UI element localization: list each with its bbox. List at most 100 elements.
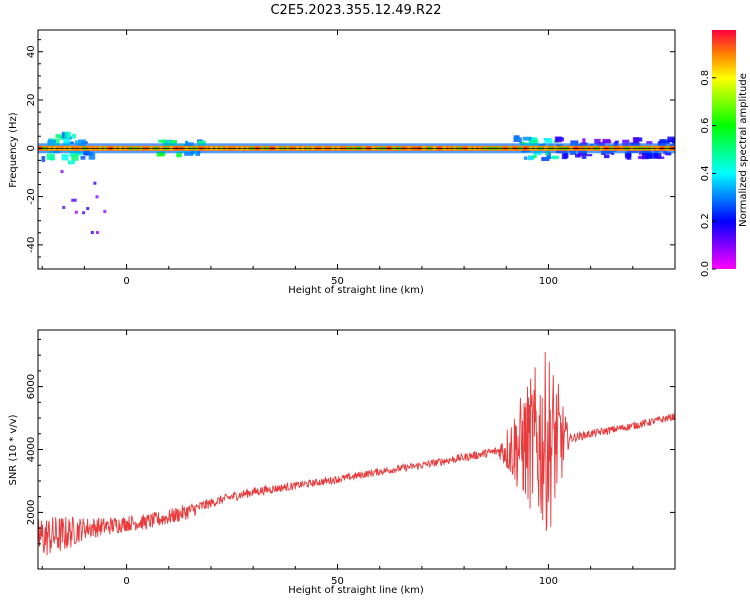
spectrogram-chart: 0 50 100 -40 -20 0 20 40 Height of straight li… xyxy=(8,29,676,296)
spectrogram-cell xyxy=(528,155,534,161)
y-tick-label: 20 xyxy=(26,94,37,107)
spectrogram-cell xyxy=(74,210,78,214)
spectrogram-cell xyxy=(570,140,579,146)
spectrogram-cell xyxy=(657,156,665,159)
x-tick-label: 0 xyxy=(123,276,129,287)
spectrogram-cell xyxy=(581,152,587,159)
spectrogram-cell xyxy=(641,151,646,158)
spectrogram-cell xyxy=(74,140,80,145)
spectrogram-cell xyxy=(93,181,97,185)
colorbar-tick-label: 0.0 xyxy=(700,261,711,277)
spectrogram-cell xyxy=(551,155,559,160)
spectrogram-cell xyxy=(68,136,72,140)
x-tick-label: 100 xyxy=(539,276,558,287)
colorbar-tick-label: 0.6 xyxy=(700,118,711,134)
spectrogram-cell xyxy=(156,151,165,157)
spectrogram-cell xyxy=(514,135,518,140)
spectrogram-cell xyxy=(614,140,619,143)
spectrogram-cell xyxy=(602,140,612,144)
spectrogram-cell xyxy=(51,157,55,161)
spectrogram-cell xyxy=(55,134,61,139)
spectrogram-cell xyxy=(603,154,610,159)
spectrogram-cell xyxy=(523,156,528,160)
colorbar-label: Normalized spectral amplitude xyxy=(738,73,749,227)
spectrogram-cell xyxy=(577,152,584,157)
spectrogram-cell xyxy=(95,195,99,199)
spectrogram-cell xyxy=(82,211,86,215)
spectrogram-cell xyxy=(582,138,586,145)
spectrogram-cell xyxy=(61,154,69,161)
spectrogram-cell xyxy=(667,136,675,143)
spectrogram-cell xyxy=(73,198,77,202)
x-tick-label: 50 xyxy=(331,576,344,587)
y-tick-label: -20 xyxy=(26,188,37,204)
x-tick-label: 50 xyxy=(331,276,344,287)
snr-series-line xyxy=(38,352,675,556)
spectrogram-cell xyxy=(71,198,75,202)
snr-y-label: SNR (10 * v/v) xyxy=(8,414,19,485)
spectrogram-cell xyxy=(532,155,537,159)
spectrogram-cell xyxy=(546,152,551,160)
spectrogram-cell xyxy=(86,207,90,211)
colorbar: 0.0 0.2 0.4 0.6 0.8 Normalized spectral ampl… xyxy=(700,30,749,277)
spectrogram-cell xyxy=(71,154,79,161)
spectrogram-cell xyxy=(636,137,643,142)
spectrogram-cell xyxy=(41,156,46,162)
colorbar-ticks: 0.0 0.2 0.4 0.6 0.8 xyxy=(700,70,716,277)
spectrogram-cell xyxy=(67,160,75,165)
spectrogram-cell xyxy=(48,138,54,141)
colorbar-gradient xyxy=(712,30,736,269)
colorbar-tick-label: 0.4 xyxy=(700,165,711,181)
spectrogram-cell xyxy=(645,152,653,159)
spectrogram-cell xyxy=(575,153,581,158)
x-tick-label: 0 xyxy=(123,576,129,587)
spectrogram-cell xyxy=(522,136,532,141)
spectrogram-cell xyxy=(90,230,94,234)
spectrogram-cell xyxy=(184,151,194,156)
spectrogram-cell xyxy=(519,137,523,144)
y-tick-label: 2000 xyxy=(26,500,37,525)
spectrogram-cell xyxy=(78,139,87,147)
colorbar-tick-label: 0.8 xyxy=(700,70,711,86)
spectrogram-cell xyxy=(95,231,99,235)
spectrogram-cell xyxy=(646,141,653,145)
spectrogram-y-label: Frequency (Hz) xyxy=(8,112,19,188)
y-tick-label: 6000 xyxy=(26,374,37,399)
spectrogram-x-label: Height of straight line (km) xyxy=(288,285,424,296)
spectrogram-cell xyxy=(69,151,79,157)
snr-y-axis: 2000 4000 6000 xyxy=(26,338,675,545)
y-tick-label: 4000 xyxy=(26,437,37,462)
spectrogram-cell xyxy=(63,138,71,145)
spectrogram-frame xyxy=(37,29,676,270)
spectrogram-cell xyxy=(531,139,539,146)
figure-title: C2E5.2023.355.12.49.R22 xyxy=(270,3,441,18)
spectrogram-cell xyxy=(60,170,64,174)
spectrogram-cell xyxy=(72,133,76,139)
spectrogram-heatmap xyxy=(38,131,675,235)
spectrogram-cell xyxy=(632,137,640,145)
spectrogram-cell xyxy=(622,139,630,147)
spectrogram-cell xyxy=(558,139,564,142)
spectrogram-cell xyxy=(611,152,615,155)
spectrogram-x-axis: 0 50 100 xyxy=(41,30,676,287)
spectrogram-cell xyxy=(544,138,553,144)
spectrogram-cell xyxy=(652,152,662,159)
y-tick-label: 0 xyxy=(26,145,37,151)
spectrogram-cell xyxy=(46,153,55,160)
snr-chart: 0 50 100 2000 4000 6000 Height of straight l… xyxy=(8,329,676,596)
colorbar-tick-label: 0.2 xyxy=(700,213,711,229)
snr-plot-area xyxy=(38,330,675,569)
spectrogram-cell xyxy=(586,154,593,157)
snr-x-axis: 0 50 100 xyxy=(41,330,676,587)
spectrogram-cell xyxy=(626,153,632,160)
spectrogram-cell xyxy=(594,138,601,145)
spectrogram-cell xyxy=(661,139,669,145)
spectrogram-cell xyxy=(163,139,172,146)
spectrogram-cell xyxy=(176,152,182,158)
spectrogram-cell xyxy=(80,155,86,160)
spectrogram-cell xyxy=(88,152,96,160)
spectrogram-cell xyxy=(103,209,107,213)
spectrogram-cell xyxy=(561,153,568,160)
spectrogram-cell xyxy=(47,139,56,144)
